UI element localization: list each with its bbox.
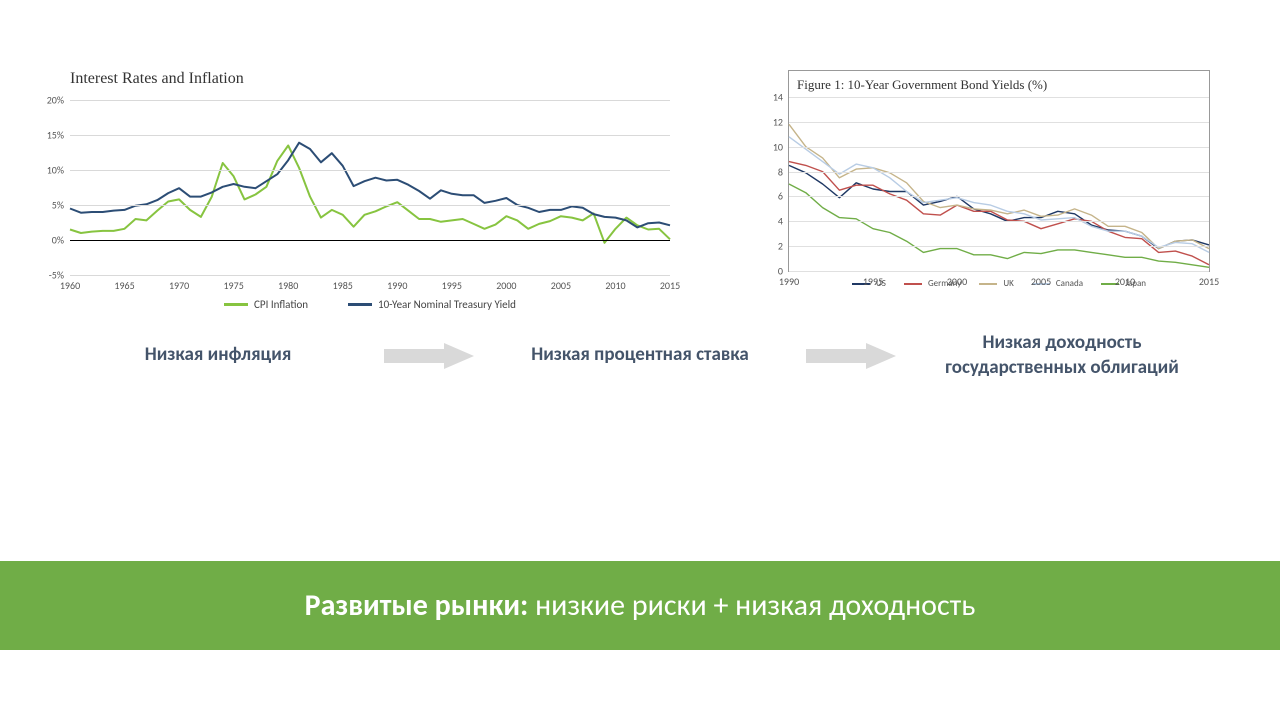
- legend-swatch: [979, 283, 997, 285]
- y-tick-label: 2: [778, 240, 789, 253]
- x-tick-label: 1985: [333, 275, 353, 292]
- legend-label: 10-Year Nominal Treasury Yield: [378, 298, 516, 311]
- flow-label-2: Низкая процентная ставка: [490, 343, 790, 368]
- legend-item: 10-Year Nominal Treasury Yield: [348, 298, 516, 311]
- chart1-plot: -5%0%5%10%15%20%196019651970197519801985…: [70, 100, 670, 276]
- x-tick-label: 2015: [1199, 271, 1219, 288]
- x-tick-label: 2010: [1115, 271, 1135, 288]
- x-tick-label: 2005: [1031, 271, 1051, 288]
- y-tick-label: 6: [778, 190, 789, 203]
- x-tick-label: 2010: [605, 275, 625, 292]
- y-tick-label: 8: [778, 165, 789, 178]
- x-tick-label: 2000: [947, 271, 967, 288]
- x-tick-label: 1995: [442, 275, 462, 292]
- legend-swatch: [904, 283, 922, 285]
- legend-label: CPI Inflation: [254, 298, 308, 311]
- chart-interest-rates: Interest Rates and Inflation -5%0%5%10%1…: [70, 70, 670, 311]
- flow-row: Низкая инфляция Низкая процентная ставка…: [0, 311, 1280, 380]
- series-line: [789, 137, 1209, 253]
- y-tick-label: 15%: [47, 129, 70, 142]
- legend-item: CPI Inflation: [224, 298, 308, 311]
- series-line: [789, 162, 1209, 265]
- chart1-legend: CPI Inflation 10-Year Nominal Treasury Yi…: [70, 298, 670, 311]
- y-tick-label: 14: [773, 91, 789, 104]
- x-tick-label: 1995: [863, 271, 883, 288]
- chart1-title: Interest Rates and Inflation: [70, 70, 670, 88]
- series-line: [70, 146, 670, 243]
- series-line: [70, 143, 670, 228]
- chart2-legend: USGermanyUKCanadaJapan: [788, 278, 1210, 289]
- flow-label-1: Низкая инфляция: [68, 343, 368, 368]
- banner-rest: низкие риски + низкая доходность: [528, 587, 975, 624]
- y-tick-label: 0%: [52, 234, 70, 247]
- legend-label: Canada: [1056, 278, 1083, 289]
- x-tick-label: 2005: [551, 275, 571, 292]
- x-tick-label: 1975: [223, 275, 243, 292]
- x-tick-label: 2015: [660, 275, 680, 292]
- y-tick-label: 20%: [47, 94, 70, 107]
- x-tick-label: 1965: [114, 275, 134, 292]
- legend-swatch: [348, 303, 372, 306]
- y-tick-label: 5%: [52, 199, 70, 212]
- chart1-svg: [70, 100, 670, 275]
- arrow-icon: [806, 343, 896, 369]
- chart-bond-yields: Figure 1: 10-Year Government Bond Yields…: [788, 70, 1210, 311]
- y-tick-label: 4: [778, 215, 789, 228]
- arrow-icon: [384, 343, 474, 369]
- x-tick-label: 1990: [387, 275, 407, 292]
- chart2-plot: Figure 1: 10-Year Government Bond Yields…: [788, 70, 1210, 272]
- x-tick-label: 2000: [496, 275, 516, 292]
- flow-label-3: Низкая доходность государственных облига…: [912, 331, 1212, 380]
- legend-swatch: [224, 303, 248, 306]
- y-tick-label: 12: [773, 115, 789, 128]
- x-tick-label: 1960: [60, 275, 80, 292]
- y-tick-label: 10%: [47, 164, 70, 177]
- x-tick-label: 1980: [278, 275, 298, 292]
- legend-label: UK: [1003, 278, 1013, 289]
- charts-row: Interest Rates and Inflation -5%0%5%10%1…: [0, 0, 1280, 311]
- banner: Развитые рынки: низкие риски + низкая до…: [0, 561, 1280, 650]
- x-tick-label: 1990: [779, 271, 799, 288]
- y-tick-label: 10: [773, 140, 789, 153]
- banner-bold: Развитые рынки:: [305, 587, 529, 624]
- x-tick-label: 1970: [169, 275, 189, 292]
- legend-item: UK: [979, 278, 1013, 289]
